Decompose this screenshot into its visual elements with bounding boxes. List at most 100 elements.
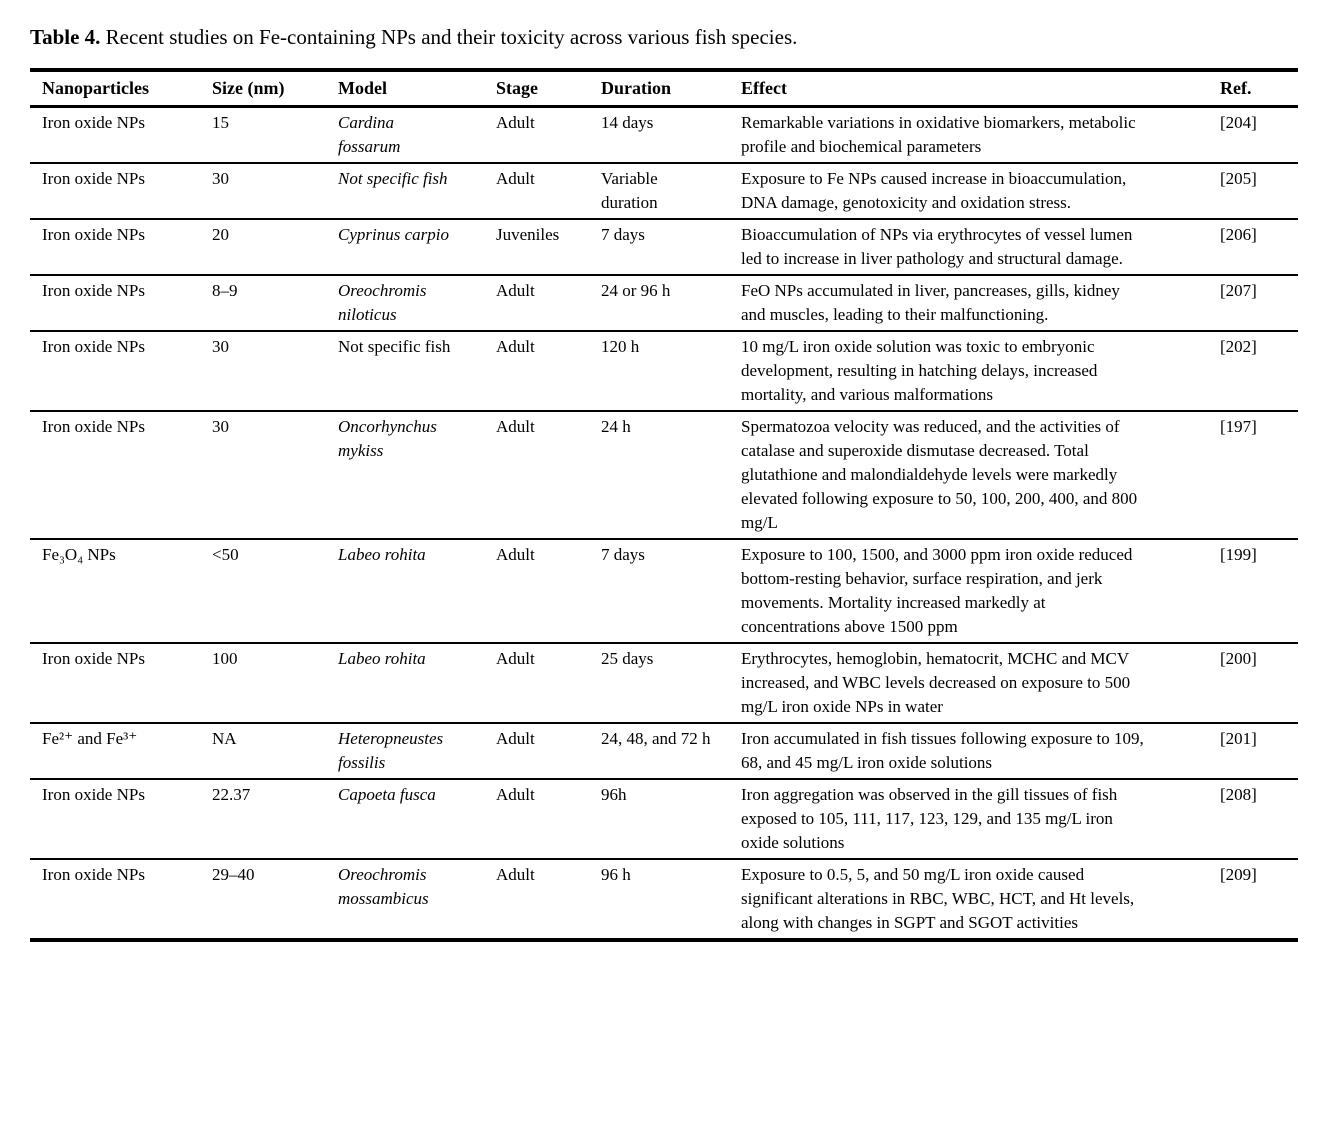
cell-model: Oreochromis niloticus xyxy=(338,275,496,332)
cell-effect: Erythrocytes, hemoglobin, hematocrit, MC… xyxy=(741,643,1220,724)
cell-ref: [205] xyxy=(1220,163,1298,220)
cell-model: Capoeta fusca xyxy=(338,779,496,860)
cell-stage: Adult xyxy=(496,643,601,724)
cell-effect: Exposure to 0.5, 5, and 50 mg/L iron oxi… xyxy=(741,865,1135,932)
cell-ref: [197] xyxy=(1220,411,1298,540)
cell-model: Not specific fish xyxy=(338,331,496,412)
cell-nanoparticles: Fe²⁺ and Fe³⁺ xyxy=(30,723,212,780)
cell-stage: Adult xyxy=(496,411,601,540)
cell-duration: 96h xyxy=(601,779,741,860)
cell-effect: Iron aggregation was observed in the gil… xyxy=(741,779,1220,860)
cell-ref: [201] xyxy=(1220,723,1298,780)
table-row: Iron oxide NPs 100 Labeo rohita Adult 25 day… xyxy=(30,643,1298,724)
cell-size: 30 xyxy=(212,163,338,220)
cell-stage: Adult xyxy=(496,539,601,644)
cell-size: NA xyxy=(212,723,338,780)
cell-nanoparticles: Iron oxide NPs xyxy=(30,643,212,724)
cell-size: 20 xyxy=(212,219,338,276)
cell-model: Heteropneustes fossilis xyxy=(338,723,496,780)
table-caption-text: Recent studies on Fe-containing NPs and … xyxy=(105,25,798,49)
cell-duration: Variable duration xyxy=(601,163,741,220)
document-page: Table 4. Recent studies on Fe-containing… xyxy=(30,24,1298,942)
cell-ref: [206] xyxy=(1220,219,1298,276)
cell-effect: FeO NPs accumulated in liver, pancreases… xyxy=(741,275,1220,332)
cell-size: 30 xyxy=(212,331,338,412)
column-header-stage: Stage xyxy=(496,70,601,108)
cell-ref: [200] xyxy=(1220,643,1298,724)
cell-stage: Juveniles xyxy=(496,219,601,276)
cell-model: Oncorhynchus mykiss xyxy=(338,411,496,540)
cell-effect: Remarkable variations in oxidative bioma… xyxy=(741,106,1220,164)
cell-stage: Adult xyxy=(496,865,535,884)
cell-stage: Adult xyxy=(496,779,601,860)
cell-effect: Iron accumulated in fish tissues followi… xyxy=(741,723,1220,780)
cell-ref: [204] xyxy=(1220,106,1298,164)
cell-size: 22.37 xyxy=(212,779,338,860)
cell-effect: 10 mg/L iron oxide solution was toxic to… xyxy=(741,331,1220,412)
cell-size: 100 xyxy=(212,643,338,724)
cell-size: 15 xyxy=(212,106,338,164)
cell-duration: 7 days xyxy=(601,219,741,276)
table-body: Iron oxide NPs 15 Cardina fossarum Adult 14 … xyxy=(30,106,1298,941)
column-header-nanoparticles: Nanoparticles xyxy=(30,70,212,108)
cell-nanoparticles: Iron oxide NPs xyxy=(42,865,145,884)
cell-stage: Adult xyxy=(496,106,601,164)
table-row: Iron oxide NPs 29–40 Oreochromis mossambic… xyxy=(30,859,1298,940)
table-row: Iron oxide NPs 8–9 Oreochromis niloticus Ad… xyxy=(30,275,1298,332)
table-caption-label: Table 4. xyxy=(30,25,101,49)
cell-effect: Bioaccumulation of NPs via erythrocytes … xyxy=(741,219,1220,276)
column-header-effect: Effect xyxy=(741,70,1220,108)
cell-nanoparticles: Iron oxide NPs xyxy=(30,779,212,860)
cell-stage: Adult xyxy=(496,275,601,332)
cell-size: 8–9 xyxy=(212,275,338,332)
cell-size: 30 xyxy=(212,411,338,540)
cell-model: Oreochromis mossambicus xyxy=(338,865,429,908)
table-row: Iron oxide NPs 20 Cyprinus carpio Juveniles… xyxy=(30,219,1298,276)
cell-model: Cardina fossarum xyxy=(338,106,496,164)
table-row: Iron oxide NPs 30 Oncorhynchus mykiss Adult… xyxy=(30,411,1298,540)
column-header-model: Model xyxy=(338,70,496,108)
cell-ref: [209] xyxy=(1220,865,1257,884)
table-row: Iron oxide NPs 15 Cardina fossarum Adult 14 … xyxy=(30,106,1298,164)
cell-duration: 96 h xyxy=(601,865,631,884)
column-header-ref: Ref. xyxy=(1220,70,1298,108)
cell-ref: [199] xyxy=(1220,539,1298,644)
cell-nanoparticles: Iron oxide NPs xyxy=(30,331,212,412)
cell-effect: Exposure to 100, 1500, and 3000 ppm iron… xyxy=(741,539,1220,644)
studies-table: Nanoparticles Size (nm) Model Stage Duration… xyxy=(30,68,1298,942)
cell-effect: Exposure to Fe NPs caused increase in bi… xyxy=(741,163,1220,220)
cell-nanoparticles: Iron oxide NPs xyxy=(30,411,212,540)
cell-model: Labeo rohita xyxy=(338,539,496,644)
cell-size: 29–40 xyxy=(212,865,255,884)
cell-duration: 14 days xyxy=(601,106,741,164)
cell-nanoparticles: Iron oxide NPs xyxy=(30,106,212,164)
table-caption: Table 4. Recent studies on Fe-containing… xyxy=(30,24,1298,50)
cell-stage: Adult xyxy=(496,331,601,412)
table-row: Iron oxide NPs 22.37 Capoeta fusca Adult 96h… xyxy=(30,779,1298,860)
cell-nanoparticles: Iron oxide NPs xyxy=(30,275,212,332)
cell-stage: Adult xyxy=(496,723,601,780)
cell-stage: Adult xyxy=(496,163,601,220)
cell-duration: 24, 48, and 72 h xyxy=(601,723,741,780)
table-row: Fe²⁺ and Fe³⁺ NA Heteropneustes fossilis Ad… xyxy=(30,723,1298,780)
cell-model: Labeo rohita xyxy=(338,643,496,724)
column-header-size: Size (nm) xyxy=(212,70,338,108)
table-row: Fe₃O₄ NPs <50 Labeo rohita Adult 7 days Expos… xyxy=(30,539,1298,644)
cell-duration: 7 days xyxy=(601,539,741,644)
cell-nanoparticles: Iron oxide NPs xyxy=(30,219,212,276)
cell-duration: 24 or 96 h xyxy=(601,275,741,332)
cell-model: Cyprinus carpio xyxy=(338,219,496,276)
cell-duration: 24 h xyxy=(601,411,741,540)
cell-ref: [202] xyxy=(1220,331,1298,412)
table-row: Iron oxide NPs 30 Not specific fish Adult Va… xyxy=(30,163,1298,220)
cell-ref: [208] xyxy=(1220,779,1298,860)
cell-model: Not specific fish xyxy=(338,163,496,220)
cell-ref: [207] xyxy=(1220,275,1298,332)
cell-size: <50 xyxy=(212,539,338,644)
cell-nanoparticles: Fe₃O₄ NPs xyxy=(30,539,212,644)
table-row: Iron oxide NPs 30 Not specific fish Adult 12… xyxy=(30,331,1298,412)
cell-effect: Spermatozoa velocity was reduced, and th… xyxy=(741,411,1220,540)
cell-duration: 120 h xyxy=(601,331,741,412)
header-row: Nanoparticles Size (nm) Model Stage Duration… xyxy=(30,70,1298,108)
cell-duration: 25 days xyxy=(601,643,741,724)
